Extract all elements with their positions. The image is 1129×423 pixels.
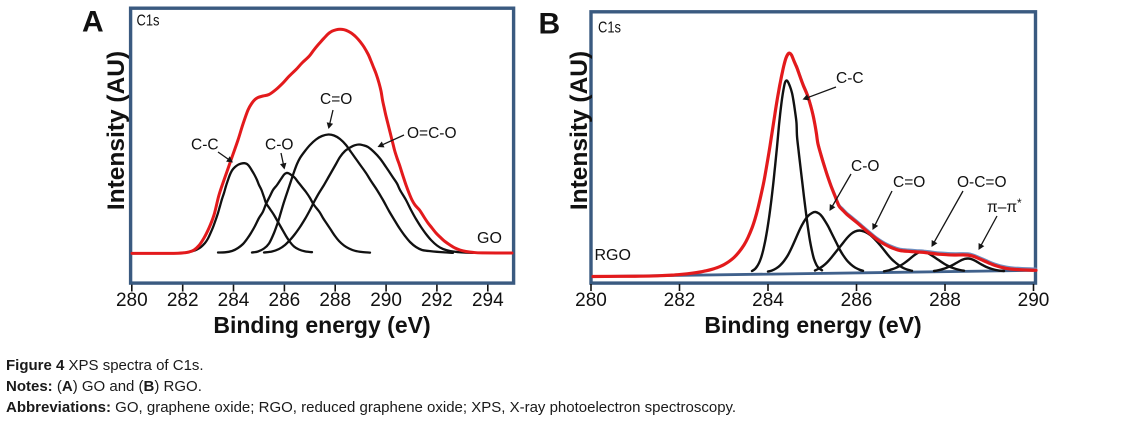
svg-text:C1s: C1s bbox=[598, 20, 621, 37]
svg-text:C-O: C-O bbox=[265, 137, 293, 154]
svg-text:C-C: C-C bbox=[836, 70, 864, 87]
svg-text:RGO: RGO bbox=[595, 247, 631, 264]
svg-text:π–π*: π–π* bbox=[987, 196, 1022, 216]
svg-text:O=C-O: O=C-O bbox=[407, 125, 457, 142]
svg-text:C1s: C1s bbox=[137, 13, 160, 30]
svg-text:C=O: C=O bbox=[893, 174, 925, 191]
svg-text:280: 280 bbox=[116, 290, 148, 311]
svg-text:282: 282 bbox=[664, 290, 696, 311]
svg-text:C-C: C-C bbox=[191, 137, 219, 154]
svg-text:Intensity (AU): Intensity (AU) bbox=[566, 51, 593, 210]
svg-text:284: 284 bbox=[752, 290, 784, 311]
svg-text:O-C=O: O-C=O bbox=[957, 174, 1007, 191]
svg-text:280: 280 bbox=[575, 290, 607, 311]
svg-text:286: 286 bbox=[841, 290, 873, 311]
svg-text:286: 286 bbox=[269, 290, 301, 311]
svg-text:282: 282 bbox=[167, 290, 199, 311]
svg-text:292: 292 bbox=[421, 290, 453, 311]
svg-text:290: 290 bbox=[1018, 290, 1050, 311]
svg-text:Intensity (AU): Intensity (AU) bbox=[103, 51, 130, 210]
svg-text:288: 288 bbox=[929, 290, 961, 311]
svg-text:GO: GO bbox=[477, 230, 502, 247]
svg-text:Binding energy (eV): Binding energy (eV) bbox=[704, 312, 921, 338]
svg-text:288: 288 bbox=[319, 290, 351, 311]
svg-text:294: 294 bbox=[472, 290, 504, 311]
svg-text:284: 284 bbox=[218, 290, 250, 311]
svg-text:A: A bbox=[82, 6, 104, 39]
svg-text:290: 290 bbox=[370, 290, 402, 311]
svg-text:C-O: C-O bbox=[851, 158, 879, 175]
svg-text:Binding energy (eV): Binding energy (eV) bbox=[213, 312, 430, 338]
svg-text:C=O: C=O bbox=[320, 91, 352, 108]
svg-text:B: B bbox=[539, 8, 561, 41]
